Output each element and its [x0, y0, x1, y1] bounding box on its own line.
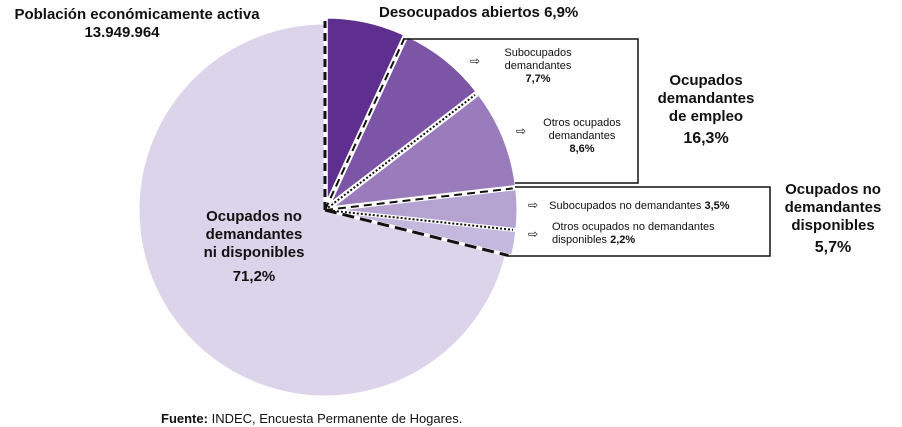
otros-dem-line2: demandantes	[548, 130, 616, 142]
grp2-line2: demandantes	[784, 199, 882, 216]
pie-slices	[136, 15, 520, 399]
arrow-icon: ⇨	[470, 54, 481, 68]
grp1-line3: de empleo	[668, 108, 744, 125]
grp2-line3: disponibles	[791, 217, 875, 234]
otros-dem-pct: 8,6%	[569, 143, 595, 155]
arrow-icon: ⇨	[528, 198, 539, 212]
slice-divider-3	[324, 94, 476, 211]
suboc-dem-line1: Subocupados	[504, 47, 572, 59]
label-desocupados-name: Desocupados abiertos	[379, 4, 540, 21]
suboc-nodem-pct: 3,5%	[704, 200, 730, 212]
label-subocupados-no-demandantes: ⇨ Subocupados no demandantes 3,5%	[528, 199, 730, 213]
otros-nodem-line1: Otros ocupados no demandantes	[552, 221, 715, 233]
label-desocupados-pct: 6,9%	[544, 4, 579, 21]
grp2-line1: Ocupados no	[785, 181, 881, 198]
otros-nodem-pct: 2,2%	[610, 234, 636, 246]
grp1-line1: Ocupados	[669, 72, 743, 89]
group-ocupados-no-demandantes: Ocupados no demandantes disponibles 5,7%	[773, 181, 893, 257]
source-text: INDEC, Encuesta Permanente de Hogares.	[211, 411, 463, 426]
source-label: Fuente:	[161, 411, 208, 426]
main-line2: demandantes	[205, 226, 303, 243]
slice-dividers	[323, 21, 514, 257]
label-ocupados-no-demandantes-ni-disponibles: Ocupados no demandantes ni disponibles 7…	[186, 208, 322, 286]
pie-slice-2	[327, 33, 480, 207]
pie-slice-1	[324, 15, 407, 205]
label-subocupados-demandantes: ⇨ Subocupados demandantes 7,7%	[470, 47, 582, 86]
label-otros-demandantes: ⇨ Otros ocupados demandantes 8,6%	[516, 117, 630, 156]
pie-slice-6	[136, 21, 509, 399]
main-line1: Ocupados no	[206, 208, 302, 225]
grp1-line2: demandantes	[657, 90, 755, 107]
arrow-icon: ⇨	[528, 227, 539, 241]
label-desocupados: Desocupados abiertos 6,9%	[379, 4, 578, 22]
source-note: Fuente: INDEC, Encuesta Permanente de Ho…	[161, 411, 462, 426]
arrow-icon: ⇨	[516, 124, 527, 138]
grp1-pct: 16,3%	[683, 130, 729, 147]
group-box-demandantes	[404, 38, 639, 184]
chart-title: Población económicamente activa	[14, 6, 260, 23]
group-boxes	[404, 38, 771, 257]
main-line3: ni disponibles	[203, 244, 305, 261]
group-box-no-demandantes	[508, 186, 771, 257]
slice-divider-4	[324, 187, 513, 211]
slice-divider-2	[324, 38, 406, 211]
suboc-dem-line2: demandantes	[504, 60, 572, 72]
main-pct: 71,2%	[232, 268, 276, 285]
slice-divider-5	[324, 209, 514, 231]
slice-divider-6	[324, 208, 509, 257]
chart-title-block: Población económicamente activa 13.949.9…	[6, 6, 268, 42]
suboc-dem-pct: 7,7%	[525, 73, 551, 85]
group-ocupados-demandantes: Ocupados demandantes de empleo 16,3%	[646, 72, 766, 148]
total-value: 13.949.964	[84, 24, 160, 41]
label-otros-no-demandantes: ⇨ Otros ocupados no demandantes disponib…	[528, 221, 715, 247]
pie-slice-3	[325, 91, 518, 210]
suboc-nodem-name: Subocupados no demandantes	[549, 200, 702, 212]
otros-nodem-line2: disponibles	[552, 234, 608, 246]
grp2-pct: 5,7%	[814, 239, 852, 256]
otros-dem-line1: Otros ocupados	[543, 117, 621, 129]
